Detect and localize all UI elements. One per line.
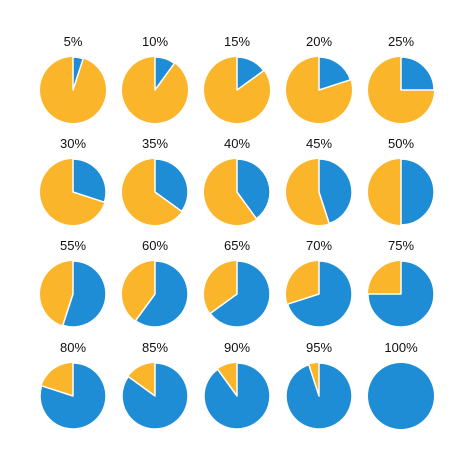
pie-label: 20%: [306, 34, 332, 49]
pie-slice-filled: [39, 362, 107, 430]
pie-chart: 95%: [285, 340, 353, 430]
pie-chart: 30%: [40, 136, 107, 225]
pie-label: 30%: [60, 136, 86, 151]
pie-label: 15%: [224, 34, 250, 49]
pie-label: 10%: [142, 34, 168, 49]
pie-chart: 35%: [122, 136, 189, 225]
pie-chart: 40%: [204, 136, 271, 225]
pie-label: 5%: [64, 34, 83, 49]
pie-slice-filled: [285, 362, 353, 430]
pie-chart: 55%: [40, 238, 107, 328]
pie-chart: 50%: [368, 136, 435, 226]
pie-slice-filled: [236, 56, 265, 91]
pie-label: 50%: [388, 136, 414, 151]
pie-slice-filled: [318, 56, 352, 91]
pie-chart: 15%: [204, 34, 270, 123]
pie-chart: 60%: [122, 238, 189, 328]
pie-slice-filled: [62, 260, 107, 328]
pie-label: 40%: [224, 136, 250, 151]
pie-label: 100%: [384, 340, 418, 355]
pie-slice-filled: [367, 260, 435, 328]
pie-slice-filled: [154, 158, 189, 213]
pie-label: 90%: [224, 340, 250, 355]
pie-slice-filled: [203, 362, 271, 430]
pie-label: 65%: [224, 238, 250, 253]
pie-label: 35%: [142, 136, 168, 151]
pie-slice-filled: [72, 56, 84, 91]
pie-chart: 45%: [286, 136, 353, 225]
pie-label: 25%: [388, 34, 414, 49]
pie-chart: 85%: [121, 340, 189, 430]
pie-slice-filled: [286, 260, 353, 328]
pie-chart: 100%: [368, 340, 434, 429]
pie-slice-filled: [134, 260, 189, 328]
pie-chart: 75%: [367, 238, 435, 328]
pie-chart: 10%: [122, 34, 188, 123]
pie-slice-filled: [368, 363, 434, 429]
pie-chart: 25%: [368, 34, 435, 123]
pie-slice-filled: [154, 56, 176, 91]
pie-slice-filled: [121, 362, 189, 430]
pie-slice-filled: [318, 158, 353, 225]
pie-label: 60%: [142, 238, 168, 253]
pie-slice-filled: [236, 158, 271, 220]
pie-label: 45%: [306, 136, 332, 151]
pie-label: 70%: [306, 238, 332, 253]
pie-label: 75%: [388, 238, 414, 253]
pie-slice-filled: [400, 56, 435, 91]
pie-label: 95%: [306, 340, 332, 355]
pie-slice-filled: [72, 158, 107, 203]
pie-slice-filled: [209, 260, 271, 328]
pie-label: 85%: [142, 340, 168, 355]
pie-label: 55%: [60, 238, 86, 253]
pie-chart: 80%: [39, 340, 107, 430]
pie-chart: 20%: [286, 34, 352, 123]
pie-chart: 90%: [203, 340, 271, 430]
pie-chart: 65%: [204, 238, 271, 328]
pie-chart: 5%: [40, 34, 106, 123]
pie-slice-filled: [400, 158, 435, 226]
pie-label: 80%: [60, 340, 86, 355]
pie-chart: 70%: [286, 238, 353, 328]
